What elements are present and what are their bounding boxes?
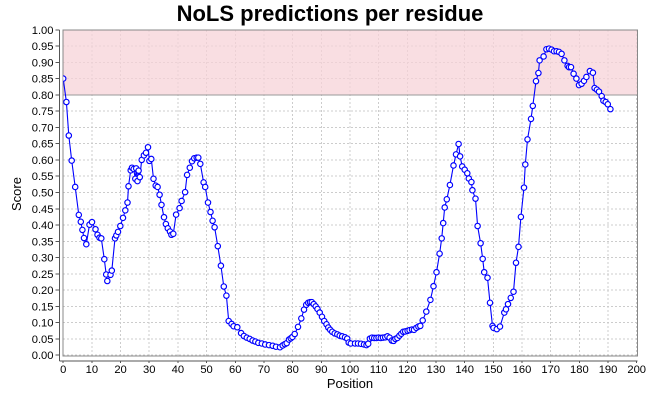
svg-text:90: 90 bbox=[315, 364, 327, 376]
svg-text:20: 20 bbox=[114, 364, 126, 376]
svg-text:120: 120 bbox=[398, 364, 417, 376]
svg-text:0.85: 0.85 bbox=[32, 74, 54, 86]
svg-text:0.30: 0.30 bbox=[32, 253, 54, 265]
svg-text:130: 130 bbox=[427, 364, 446, 376]
svg-text:0.25: 0.25 bbox=[32, 269, 54, 281]
svg-text:200: 200 bbox=[627, 364, 646, 376]
svg-text:NoLS predictions per residue: NoLS predictions per residue bbox=[177, 1, 484, 26]
svg-text:150: 150 bbox=[484, 364, 503, 376]
svg-text:110: 110 bbox=[370, 364, 388, 376]
svg-text:0.95: 0.95 bbox=[32, 41, 54, 53]
svg-text:0.60: 0.60 bbox=[32, 155, 54, 167]
svg-text:0.90: 0.90 bbox=[32, 57, 54, 69]
svg-text:40: 40 bbox=[172, 364, 184, 376]
svg-text:0.20: 0.20 bbox=[32, 285, 54, 297]
svg-text:190: 190 bbox=[599, 364, 618, 376]
svg-text:160: 160 bbox=[513, 364, 532, 376]
svg-text:70: 70 bbox=[258, 364, 270, 376]
svg-text:60: 60 bbox=[229, 364, 241, 376]
svg-text:Position: Position bbox=[327, 376, 373, 391]
svg-text:180: 180 bbox=[570, 364, 589, 376]
svg-text:100: 100 bbox=[341, 364, 360, 376]
svg-text:1.00: 1.00 bbox=[32, 25, 54, 37]
svg-text:0: 0 bbox=[60, 364, 66, 376]
svg-text:10: 10 bbox=[86, 364, 98, 376]
svg-text:0.55: 0.55 bbox=[32, 171, 54, 183]
svg-text:30: 30 bbox=[143, 364, 155, 376]
svg-text:50: 50 bbox=[200, 364, 212, 376]
svg-text:0.40: 0.40 bbox=[32, 220, 54, 232]
svg-text:0.50: 0.50 bbox=[32, 187, 54, 199]
svg-text:0.05: 0.05 bbox=[32, 334, 54, 346]
svg-text:0.75: 0.75 bbox=[32, 106, 54, 118]
svg-text:0.80: 0.80 bbox=[32, 90, 54, 102]
svg-text:0.65: 0.65 bbox=[32, 139, 54, 151]
svg-text:0.00: 0.00 bbox=[32, 350, 54, 362]
svg-text:0.45: 0.45 bbox=[32, 204, 54, 216]
svg-text:170: 170 bbox=[541, 364, 560, 376]
svg-text:0.70: 0.70 bbox=[32, 122, 54, 134]
svg-text:0.15: 0.15 bbox=[32, 301, 54, 313]
svg-text:Score: Score bbox=[9, 177, 24, 211]
svg-text:80: 80 bbox=[286, 364, 298, 376]
svg-text:0.10: 0.10 bbox=[32, 318, 54, 330]
svg-text:0.35: 0.35 bbox=[32, 236, 54, 248]
svg-text:140: 140 bbox=[455, 364, 474, 376]
